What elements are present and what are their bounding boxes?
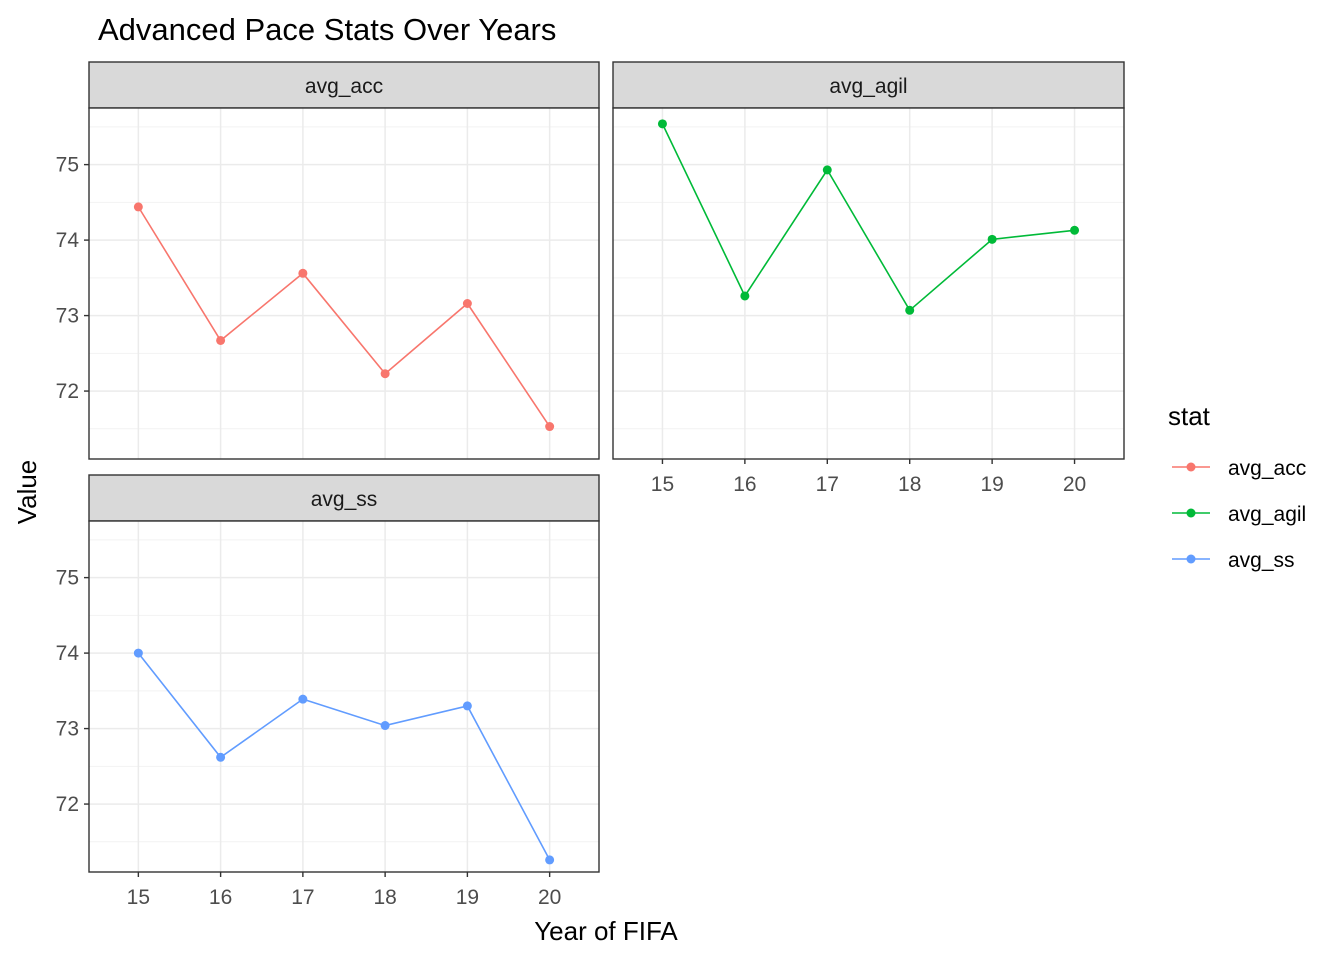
data-point-avg_ss <box>380 721 390 731</box>
panel-background <box>89 108 599 459</box>
y-axis-title: Value <box>12 460 42 525</box>
y-tick-label: 75 <box>56 154 79 177</box>
data-point-avg_agil <box>905 305 915 315</box>
legend-label: avg_agil <box>1228 503 1306 526</box>
data-point-avg_ss <box>462 701 472 711</box>
legend-item-avg_acc: avg_acc <box>1172 457 1306 480</box>
x-tick-label: 15 <box>127 886 150 909</box>
legend-item-avg_ss: avg_ss <box>1172 549 1295 572</box>
facet-strip <box>88 61 600 109</box>
series-line-avg_agil <box>661 123 1075 312</box>
x-axis-title: Year of FIFA <box>534 916 678 946</box>
x-tick-label: 16 <box>209 886 232 909</box>
y-tick-label: 75 <box>56 567 79 590</box>
data-point-avg_agil <box>1070 225 1080 235</box>
legend-label: avg_acc <box>1228 457 1306 480</box>
x-tick-label: 17 <box>291 886 314 909</box>
x-tick-label: 15 <box>651 473 674 496</box>
y-tick-label: 72 <box>56 793 79 816</box>
y-tick-label: 73 <box>56 305 79 328</box>
data-point-avg_agil <box>987 234 997 244</box>
x-tick-label: 17 <box>816 473 839 496</box>
y-tick-label: 74 <box>56 229 80 252</box>
chart-title: Advanced Pace Stats Over Years <box>98 12 556 47</box>
data-point-avg_acc <box>545 422 555 432</box>
panel-background <box>613 108 1124 459</box>
facet-strip <box>88 474 600 522</box>
legend-item-avg_agil: avg_agil <box>1172 503 1306 526</box>
facet-strip-label: avg_ss <box>311 488 378 511</box>
x-tick-label: 19 <box>456 886 479 909</box>
panel-border <box>88 107 600 460</box>
x-tick-label: 19 <box>980 473 1003 496</box>
legend-title: stat <box>1168 401 1211 431</box>
data-point-avg_ss <box>133 648 143 658</box>
panel-background <box>89 521 599 872</box>
legend-label: avg_ss <box>1228 549 1295 572</box>
data-point-avg_agil <box>740 291 750 301</box>
legend: stat avg_acc avg_agil avg_ss <box>1168 401 1306 572</box>
facet-panel-avg_agil: avg_agil 15 16 17 18 19 20 <box>612 61 1125 496</box>
facet-strip <box>612 61 1125 109</box>
data-point-avg_acc <box>298 268 308 278</box>
legend-key-point <box>1186 508 1196 518</box>
data-point-avg_agil <box>657 119 667 129</box>
data-point-avg_acc <box>216 335 226 345</box>
x-tick-label: 16 <box>733 473 756 496</box>
x-tick-label: 20 <box>1063 473 1086 496</box>
panel-border <box>612 107 1125 460</box>
x-tick-label: 18 <box>373 886 396 909</box>
y-tick-label: 73 <box>56 718 79 741</box>
data-point-avg_acc <box>133 202 143 212</box>
series-line-avg_ss <box>137 652 551 861</box>
legend-key-point <box>1186 462 1196 472</box>
facet-strip-label: avg_acc <box>305 75 383 98</box>
data-point-avg_ss <box>545 855 555 865</box>
facet-strip-label: avg_agil <box>829 75 907 98</box>
series-line-avg_acc <box>137 206 551 427</box>
y-tick-label: 72 <box>56 380 79 403</box>
data-point-avg_acc <box>380 369 390 379</box>
data-point-avg_ss <box>298 694 308 704</box>
facet-panel-avg_ss: avg_ss 72 73 74 75 15 16 17 18 19 20 <box>56 474 600 909</box>
legend-key-point <box>1186 554 1196 564</box>
data-point-avg_agil <box>822 165 832 175</box>
y-tick-label: 74 <box>56 642 80 665</box>
data-point-avg_ss <box>216 752 226 762</box>
x-tick-label: 18 <box>898 473 921 496</box>
facet-panel-avg_acc: avg_acc 72 73 74 75 <box>56 61 600 460</box>
data-point-avg_acc <box>462 299 472 309</box>
panel-border <box>88 520 600 873</box>
x-tick-label: 20 <box>538 886 561 909</box>
